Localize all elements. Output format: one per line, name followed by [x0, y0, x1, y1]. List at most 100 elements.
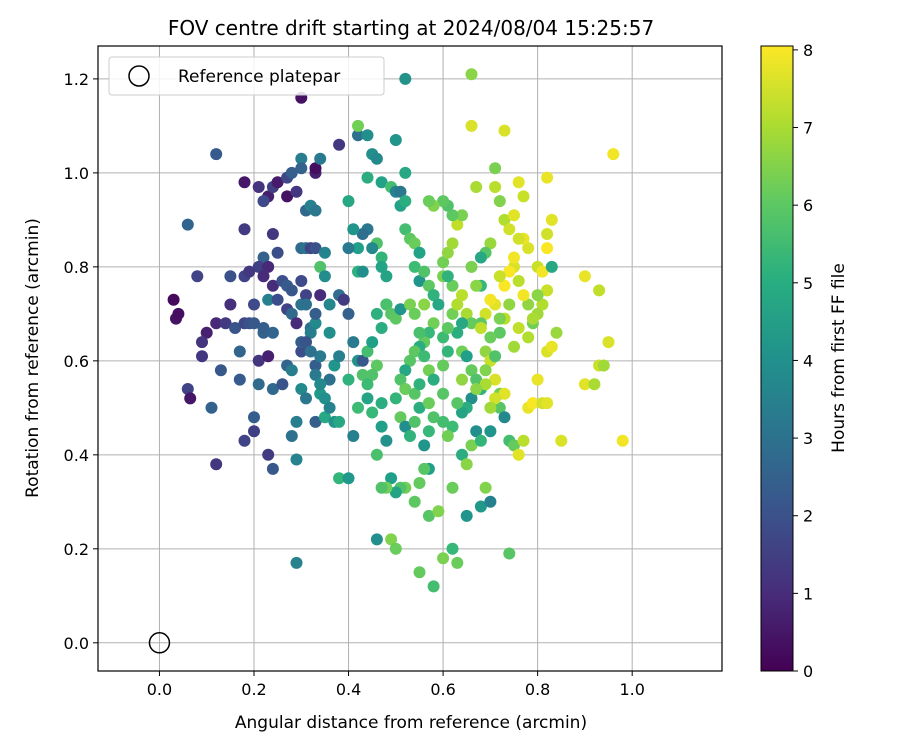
data-point — [356, 265, 369, 278]
data-point — [465, 392, 478, 405]
data-point — [370, 533, 383, 546]
data-point — [300, 392, 312, 405]
data-point — [295, 345, 308, 358]
data-point — [214, 364, 227, 377]
colorbar-tick-label: 3 — [803, 429, 813, 448]
data-point — [271, 176, 284, 189]
data-point — [399, 383, 412, 395]
data-point — [470, 383, 483, 395]
data-point — [465, 260, 478, 273]
data-point — [375, 420, 388, 433]
data-point — [361, 171, 374, 184]
data-point — [309, 368, 322, 381]
data-point — [460, 458, 473, 471]
data-point — [479, 378, 492, 391]
data-point — [526, 397, 539, 410]
data-point — [517, 289, 530, 302]
legend-entry-label: Reference platepar — [178, 67, 340, 87]
data-point — [607, 148, 620, 161]
y-tick-label: 0.8 — [64, 258, 89, 277]
data-point — [522, 331, 535, 344]
data-point — [366, 368, 379, 381]
data-point — [427, 411, 440, 424]
data-point — [503, 265, 516, 278]
data-point — [266, 462, 279, 475]
data-point — [512, 232, 525, 245]
data-point — [408, 307, 421, 320]
data-point — [465, 439, 478, 452]
data-point — [418, 462, 431, 475]
data-point — [441, 246, 454, 259]
data-point — [266, 279, 279, 292]
data-point — [517, 190, 530, 203]
data-point — [200, 326, 213, 339]
data-point — [342, 242, 355, 255]
y-axis-label: Rotation from reference (arcmin) — [23, 218, 43, 498]
data-point — [205, 401, 218, 414]
data-point — [380, 434, 393, 447]
data-point — [484, 425, 497, 438]
data-point — [489, 392, 502, 405]
data-point — [399, 223, 412, 236]
data-point — [456, 448, 468, 461]
x-axis: 0.0 0.2 0.4 0.6 0.8 1.0 — [147, 671, 645, 699]
data-point — [366, 242, 379, 255]
colorbar-tick-label: 2 — [803, 507, 813, 526]
data-point — [446, 481, 459, 494]
data-point — [257, 270, 270, 283]
data-point — [470, 181, 483, 193]
data-point — [498, 124, 511, 137]
data-point — [366, 406, 379, 419]
data-point — [342, 195, 355, 208]
data-point — [347, 430, 360, 442]
data-point — [380, 298, 393, 311]
data-point — [196, 336, 208, 349]
data-point — [451, 326, 464, 339]
data-point — [422, 326, 435, 339]
data-point — [233, 345, 246, 358]
data-point — [300, 289, 312, 302]
chart-title: FOV centre drift starting at 2024/08/04 … — [168, 16, 654, 40]
data-point — [252, 378, 265, 391]
data-point — [522, 242, 535, 255]
data-point — [531, 289, 544, 302]
data-point — [484, 331, 497, 344]
data-point — [285, 284, 298, 297]
data-point — [545, 260, 558, 273]
data-point — [555, 434, 568, 447]
y-tick-label: 0.6 — [64, 352, 89, 371]
data-point — [474, 500, 487, 513]
data-point — [394, 373, 407, 386]
data-point — [356, 368, 369, 381]
data-point — [370, 448, 383, 461]
data-point — [508, 209, 520, 222]
data-point — [550, 326, 563, 339]
data-point — [370, 307, 383, 320]
data-point — [451, 397, 464, 410]
data-point — [541, 228, 554, 240]
data-point — [413, 566, 426, 579]
data-point — [243, 265, 256, 278]
data-point — [290, 317, 303, 330]
colorbar-tick-label: 8 — [803, 41, 813, 60]
data-point — [252, 181, 265, 193]
data-point — [493, 312, 506, 325]
data-point — [418, 298, 431, 311]
data-point — [460, 509, 473, 522]
data-point — [456, 289, 468, 302]
data-point — [493, 195, 506, 208]
data-point — [295, 275, 308, 287]
data-point — [314, 378, 327, 391]
colorbar-tick-label: 4 — [803, 351, 813, 370]
data-point — [266, 383, 279, 395]
data-point — [309, 359, 322, 372]
data-point — [541, 284, 554, 297]
data-point — [347, 336, 360, 349]
data-point — [389, 312, 402, 325]
data-point — [474, 434, 487, 447]
data-point — [422, 397, 435, 410]
data-point — [333, 472, 346, 485]
data-point — [493, 326, 506, 339]
data-point — [323, 401, 336, 414]
data-point — [437, 195, 450, 208]
